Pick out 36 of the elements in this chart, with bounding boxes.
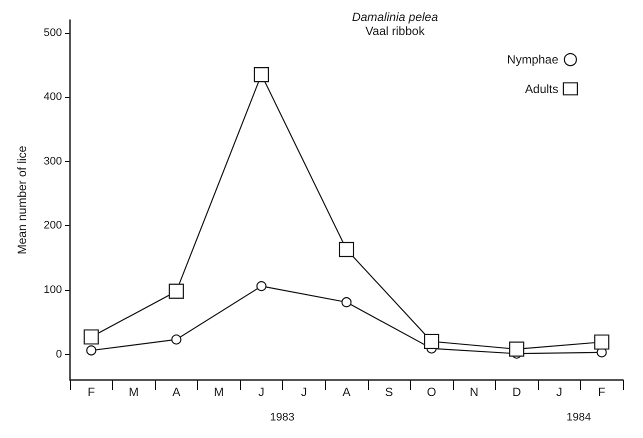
text: 1983 — [270, 412, 294, 424]
x-tick-label: S — [385, 385, 394, 399]
x-tick-label: F — [88, 385, 95, 399]
chart-title: Damalinia pelea — [352, 10, 438, 24]
x-tick-label: O — [426, 385, 436, 399]
point — [171, 334, 182, 345]
legend-label: Nymphae — [507, 52, 559, 67]
y-tick-label: 0 — [56, 348, 62, 360]
y-tick-label: 400 — [44, 91, 62, 104]
y-tick-label: 100 — [44, 284, 62, 296]
point — [254, 67, 270, 82]
x-tick-label: N — [470, 385, 478, 399]
y-tick-label: 200 — [44, 220, 62, 232]
y-axis-title: Mean number of lice — [15, 145, 29, 254]
point — [256, 281, 267, 292]
x-tick-label: J — [556, 385, 562, 399]
point — [424, 334, 440, 350]
text: 1984 — [566, 412, 591, 424]
point — [594, 334, 610, 350]
point — [86, 345, 96, 356]
x-tick-label: A — [342, 385, 351, 399]
x-tick-label: D — [512, 385, 522, 399]
point — [168, 284, 184, 299]
x-tick-label: J — [300, 385, 307, 399]
x-tick-label: F — [598, 385, 606, 399]
point — [338, 242, 354, 258]
point — [84, 329, 99, 345]
x-tick-label: A — [172, 385, 180, 399]
y-tick-label: 500 — [44, 26, 62, 39]
legend-label: Adults — [525, 82, 558, 96]
point — [341, 297, 352, 308]
x-tick-label: M — [128, 385, 139, 399]
y-tick-label: 300 — [44, 155, 62, 168]
chart-subtitle: Vaal ribbok — [365, 24, 426, 38]
x-tick-label: M — [214, 385, 224, 399]
x-tick-label: J — [258, 385, 264, 399]
